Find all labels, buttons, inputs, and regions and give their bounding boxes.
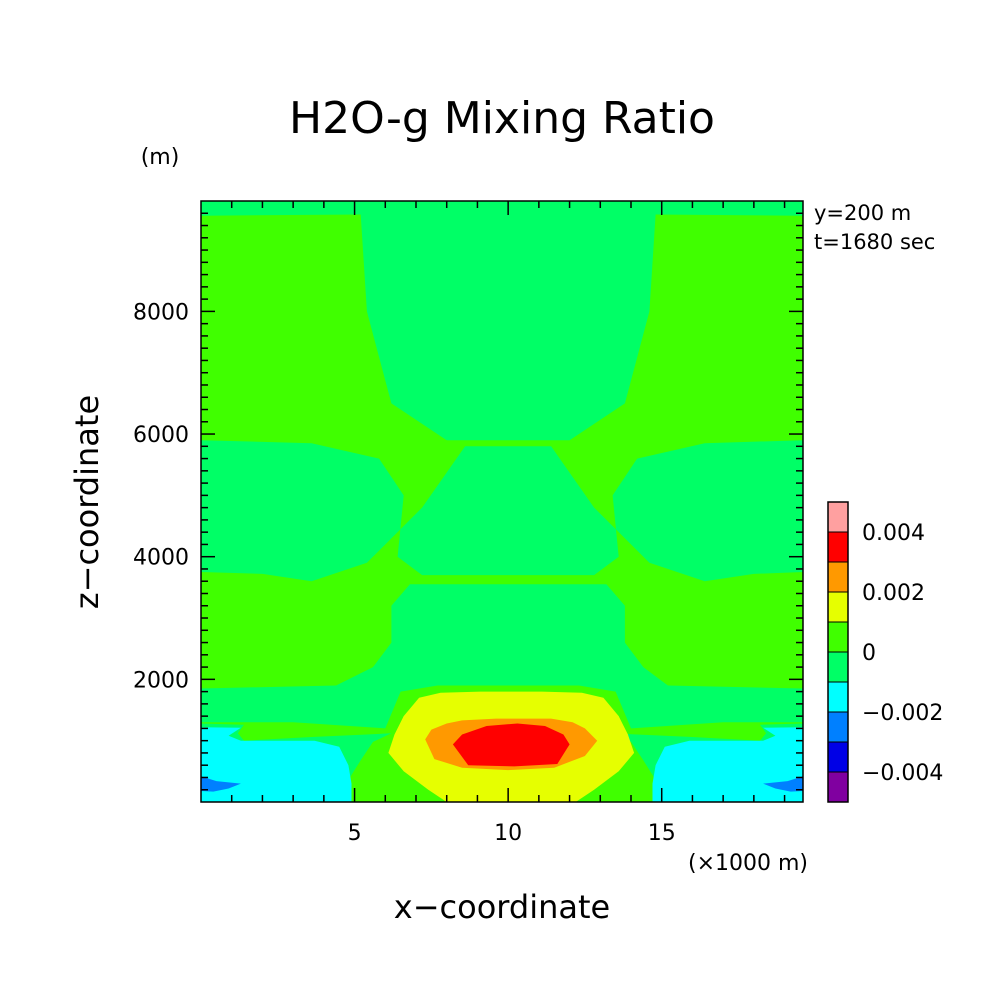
colorbar-swatch [827,561,849,593]
x-units-label: (×1000 m) [688,851,808,876]
colorbar-swatch [827,621,849,653]
y-tick-label: 8000 [133,300,189,325]
contour-region-12 [763,776,803,792]
y-tick-label: 4000 [133,546,189,571]
colorbar-swatch [827,741,849,773]
y-axis: 2000 4000 6000 8000 [133,212,803,791]
colorbar-label: 0.002 [862,581,925,606]
plot-frame [200,200,804,803]
y-axis-label: z−coordinate [68,395,106,609]
colorbar-label: −0.002 [862,701,943,726]
x-tick-label: 5 [348,821,362,846]
colorbar-label: 0 [862,641,876,666]
contour-region-9 [201,727,352,802]
plot-area [201,201,803,802]
annotation-y: y=200 m [814,201,911,225]
x-axis: 5 10 15 [230,201,786,846]
contour-region-10 [652,727,803,802]
colorbar-swatch [827,531,849,563]
y-tick-label: 2000 [133,668,189,693]
annotation-t: t=1680 sec [814,230,935,254]
colorbar-swatch [827,591,849,623]
contour-region-1 [201,201,803,441]
colorbar-swatch [827,681,849,713]
colorbar: −0.004 −0.002 0 0.002 0.004 [827,501,943,803]
colorbar-swatch [827,711,849,743]
colorbar-swatch [827,651,849,683]
y-tick-label: 6000 [133,423,189,448]
colorbar-frame [827,501,849,803]
x-tick-label: 10 [494,821,522,846]
contour-region-11 [201,776,241,792]
x-axis-label: x−coordinate [394,888,610,926]
colorbar-swatch [827,501,849,533]
y-units-label: (m) [141,145,180,170]
x-tick-label: 15 [648,821,676,846]
contour-region-2 [201,440,803,582]
contour-region-3 [201,584,803,729]
colorbar-swatch [827,771,849,803]
colorbar-label: 0.004 [862,521,925,546]
colorbar-label: −0.004 [862,761,943,786]
chart-title: H2O-g Mixing Ratio [289,93,715,144]
contour-region-8 [452,723,570,767]
